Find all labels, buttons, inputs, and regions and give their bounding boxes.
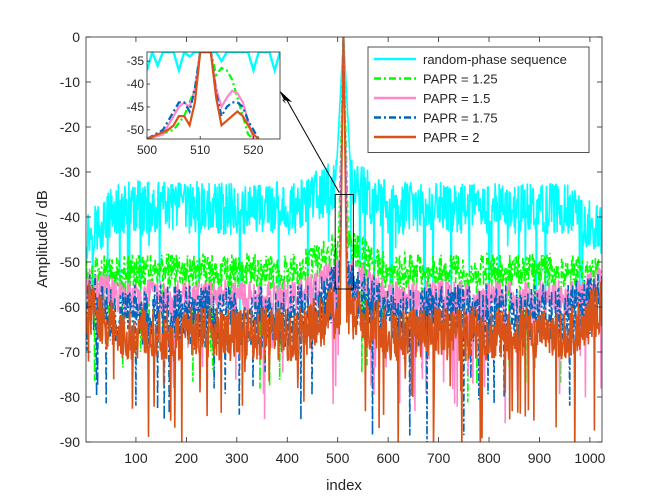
inset-plot: 500 510 520 -35 -40 -45 -50 — [127, 51, 281, 157]
axes-box — [85, 36, 603, 443]
zoom-indicator — [279, 90, 354, 290]
inset-series-group — [147, 52, 280, 139]
legend-box — [367, 46, 590, 153]
inset-x-tick-label: 500 — [137, 143, 157, 157]
main-series-group — [86, 37, 602, 442]
legend-label: random-phase sequence — [423, 52, 567, 67]
main-axes: 100 200 300 400 500 600 700 800 900 1000 -90 -80 -70… — [60, 29, 606, 466]
y-tick-label: -20 — [60, 119, 80, 135]
y-tick-label: -50 — [60, 254, 80, 270]
x-tick-label: 400 — [276, 450, 300, 466]
y-tick-label: -30 — [60, 164, 80, 180]
y-tick-label: -40 — [60, 209, 80, 225]
y-tick-label: -10 — [60, 74, 80, 90]
inset-series-line — [147, 52, 255, 139]
y-axis-label: Amplitude / dB — [34, 190, 51, 288]
inset-y-tick-label: -40 — [127, 77, 145, 91]
x-tick-label: 500 — [326, 450, 350, 466]
x-tick-label: 900 — [528, 450, 552, 466]
x-tick-label: 1000 — [574, 450, 605, 466]
x-tick-label: 200 — [175, 450, 199, 466]
inset-y-tick-label: -50 — [127, 123, 145, 137]
y-tick-label: -70 — [60, 344, 80, 360]
x-tick-label: 800 — [477, 450, 501, 466]
y-tick-label: -60 — [60, 299, 80, 315]
inset-axes-box — [146, 51, 281, 140]
legend-label: PAPR = 2 — [423, 130, 479, 145]
inset-x-tick-label: 510 — [190, 143, 210, 157]
inset-x-tick-label: 520 — [243, 143, 263, 157]
y-tick-label: -80 — [60, 389, 80, 405]
legend-label: PAPR = 1.5 — [423, 91, 490, 106]
x-tick-label: 700 — [427, 450, 451, 466]
x-tick-label: 300 — [225, 450, 249, 466]
x-tick-label: 600 — [376, 450, 400, 466]
zoom-arrow-line — [283, 94, 340, 193]
series-line — [86, 37, 602, 442]
y-tick-label: -90 — [60, 434, 80, 450]
x-axis-label: index — [326, 477, 362, 494]
legend: random-phase sequence PAPR = 1.25 PAPR = 1… — [367, 46, 590, 153]
inset-y-tick-label: -35 — [127, 54, 145, 68]
legend-label: PAPR = 1.75 — [423, 111, 498, 126]
legend-label: PAPR = 1.25 — [423, 72, 498, 87]
zoom-region-box — [334, 194, 354, 290]
inset-series-line — [147, 52, 280, 75]
inset-y-tick-label: -45 — [127, 100, 145, 114]
x-tick-label: 100 — [124, 450, 148, 466]
inset-series-line — [147, 52, 260, 139]
zoom-arrowhead — [279, 90, 292, 104]
inset-series-line — [147, 52, 255, 139]
y-tick-label: 0 — [72, 29, 80, 45]
